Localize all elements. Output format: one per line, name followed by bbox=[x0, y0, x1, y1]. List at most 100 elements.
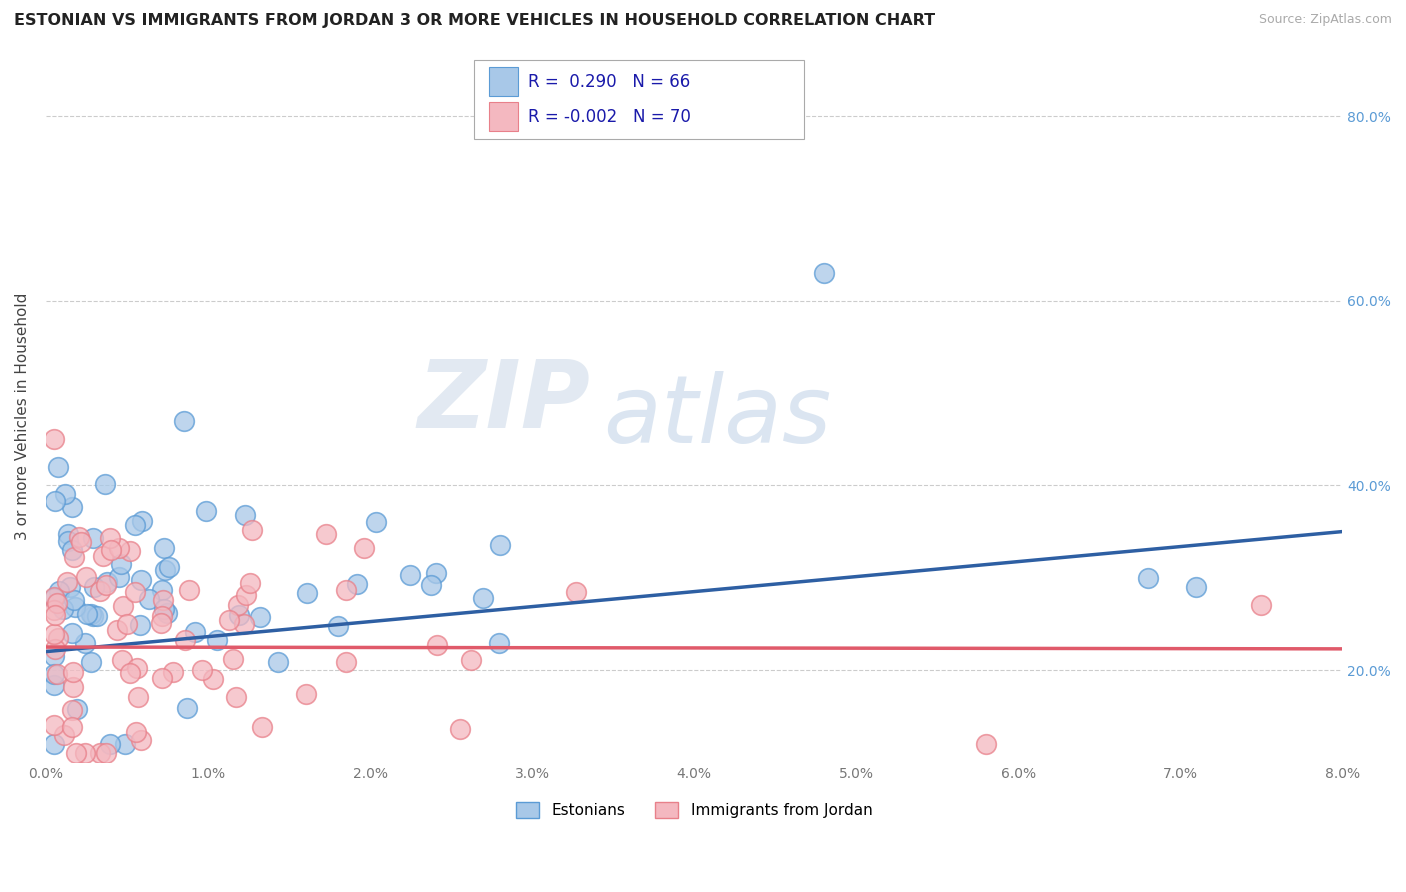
Point bbox=[60, 500, 83, 514]
Point bbox=[129, 733, 152, 747]
Point bbox=[225, 690, 247, 704]
Point bbox=[449, 722, 471, 736]
Point bbox=[52, 728, 75, 742]
Point bbox=[98, 737, 121, 751]
Point bbox=[366, 516, 388, 530]
Point bbox=[974, 737, 997, 751]
Point bbox=[153, 602, 176, 616]
Point bbox=[124, 584, 146, 599]
Point bbox=[42, 667, 65, 681]
Point bbox=[98, 531, 121, 545]
Point bbox=[346, 577, 368, 591]
Point bbox=[60, 543, 83, 558]
Point bbox=[42, 678, 65, 692]
Point bbox=[294, 687, 316, 701]
Point bbox=[89, 583, 111, 598]
Point bbox=[100, 543, 122, 558]
Point bbox=[108, 569, 131, 583]
Point bbox=[222, 652, 245, 666]
Point bbox=[75, 746, 97, 760]
Point bbox=[75, 570, 97, 584]
Point bbox=[91, 549, 114, 564]
Point bbox=[240, 523, 263, 537]
FancyBboxPatch shape bbox=[474, 60, 804, 139]
Point bbox=[63, 550, 86, 565]
Bar bbox=[489, 103, 517, 131]
Point bbox=[44, 607, 66, 622]
Text: R =  0.290   N = 66: R = 0.290 N = 66 bbox=[529, 73, 690, 91]
Point bbox=[127, 690, 149, 704]
Point bbox=[46, 667, 69, 681]
Point bbox=[82, 609, 104, 624]
Point bbox=[315, 527, 337, 541]
Point bbox=[89, 746, 111, 760]
Text: ZIP: ZIP bbox=[418, 356, 591, 449]
Point bbox=[48, 584, 70, 599]
Point bbox=[52, 602, 75, 616]
Point bbox=[152, 592, 174, 607]
Point bbox=[489, 538, 512, 552]
Point bbox=[44, 642, 66, 657]
Point bbox=[66, 702, 89, 716]
Text: R = -0.002   N = 70: R = -0.002 N = 70 bbox=[529, 108, 692, 126]
Point bbox=[59, 580, 82, 594]
Point bbox=[335, 655, 357, 669]
Point bbox=[60, 703, 83, 717]
Legend: Estonians, Immigrants from Jordan: Estonians, Immigrants from Jordan bbox=[510, 796, 879, 824]
Point bbox=[42, 718, 65, 732]
Point bbox=[564, 584, 586, 599]
Point bbox=[177, 582, 200, 597]
Point bbox=[42, 591, 65, 605]
Point bbox=[46, 596, 69, 610]
Point bbox=[82, 531, 104, 545]
Point bbox=[426, 638, 449, 652]
Point bbox=[42, 627, 65, 641]
Point bbox=[79, 656, 101, 670]
Point bbox=[153, 541, 176, 555]
Point bbox=[65, 746, 87, 760]
Point bbox=[173, 414, 195, 428]
Point bbox=[127, 661, 149, 675]
Point bbox=[42, 591, 65, 605]
Point bbox=[201, 673, 224, 687]
Point bbox=[460, 653, 482, 667]
Point bbox=[67, 530, 90, 544]
Point bbox=[249, 610, 271, 624]
Point bbox=[150, 582, 173, 597]
Point bbox=[157, 559, 180, 574]
Point bbox=[205, 632, 228, 647]
Point bbox=[488, 636, 510, 650]
Point bbox=[105, 623, 128, 637]
Point bbox=[1250, 599, 1272, 613]
Point bbox=[131, 514, 153, 528]
Point bbox=[62, 665, 84, 680]
Point bbox=[80, 607, 103, 621]
Point bbox=[56, 534, 79, 549]
Point bbox=[76, 607, 98, 621]
Text: ESTONIAN VS IMMIGRANTS FROM JORDAN 3 OR MORE VEHICLES IN HOUSEHOLD CORRELATION C: ESTONIAN VS IMMIGRANTS FROM JORDAN 3 OR … bbox=[14, 13, 935, 29]
Point bbox=[471, 591, 494, 605]
Point bbox=[1185, 580, 1208, 594]
Point bbox=[218, 613, 240, 627]
Point bbox=[62, 626, 84, 640]
Point bbox=[173, 633, 195, 648]
Point bbox=[398, 568, 420, 582]
Point bbox=[46, 631, 69, 645]
Point bbox=[266, 655, 288, 669]
Point bbox=[112, 599, 135, 613]
Point bbox=[115, 616, 138, 631]
Point bbox=[194, 504, 217, 518]
Point bbox=[176, 701, 198, 715]
Text: Source: ZipAtlas.com: Source: ZipAtlas.com bbox=[1258, 13, 1392, 27]
Point bbox=[190, 663, 212, 677]
Point bbox=[813, 266, 835, 280]
Point bbox=[83, 580, 105, 594]
Point bbox=[153, 563, 176, 577]
Point bbox=[250, 720, 273, 734]
Point bbox=[138, 592, 160, 607]
Point bbox=[326, 619, 349, 633]
Point bbox=[62, 680, 84, 694]
Point bbox=[295, 586, 318, 600]
Point bbox=[149, 615, 172, 630]
Point bbox=[156, 607, 179, 621]
